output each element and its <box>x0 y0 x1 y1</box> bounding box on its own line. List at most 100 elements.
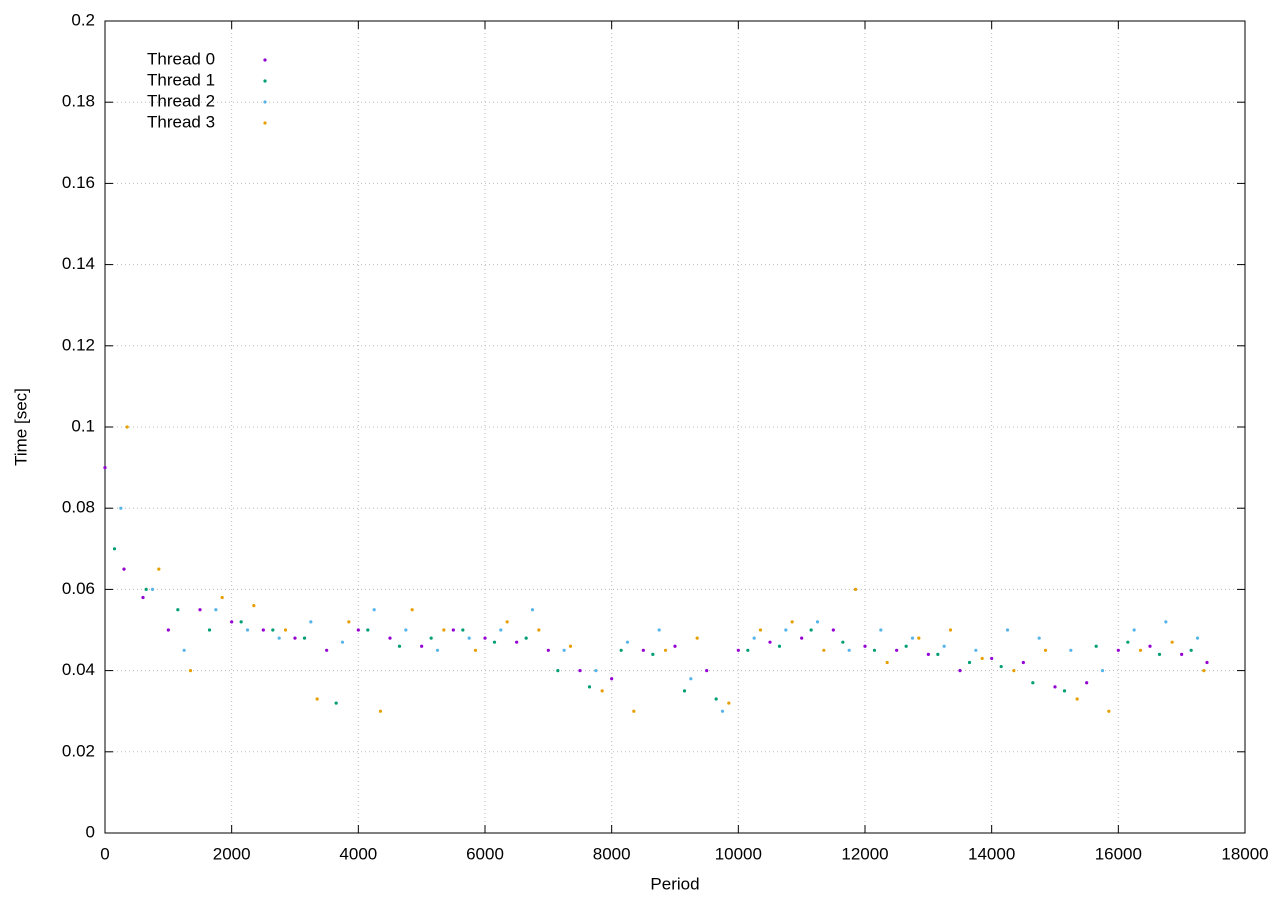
point <box>790 620 794 624</box>
point <box>442 628 446 632</box>
point <box>556 669 560 673</box>
point <box>176 608 180 612</box>
point <box>1205 660 1209 665</box>
point <box>315 697 319 701</box>
point <box>936 652 940 656</box>
point <box>1005 628 1010 632</box>
point <box>144 587 148 592</box>
point <box>673 644 677 648</box>
y-tick-label: 0.06 <box>62 579 95 598</box>
point <box>904 644 908 648</box>
x-tick-label: 6000 <box>466 844 504 863</box>
point <box>768 640 772 644</box>
point <box>347 620 351 624</box>
point <box>578 669 582 673</box>
point <box>1202 669 1206 673</box>
y-tick-label: 0.02 <box>62 741 95 760</box>
point <box>1053 685 1057 689</box>
point <box>524 636 528 640</box>
point <box>746 648 750 652</box>
point <box>562 648 566 652</box>
point <box>198 608 202 612</box>
y-tick-label: 0.08 <box>62 498 95 517</box>
x-tick-label: 0 <box>100 844 109 863</box>
y-tick-label: 0.14 <box>62 254 95 273</box>
point <box>1164 620 1168 624</box>
point <box>397 644 402 648</box>
point <box>451 628 455 632</box>
point <box>214 608 218 612</box>
point <box>293 636 297 640</box>
point <box>853 587 858 592</box>
x-tick-label: 8000 <box>593 844 631 863</box>
point <box>157 567 161 571</box>
point <box>283 628 288 632</box>
point <box>261 628 265 632</box>
legend-label: Thread 2 <box>147 91 215 110</box>
point <box>271 628 275 632</box>
point <box>809 628 813 632</box>
x-axis-label: Period <box>650 874 699 893</box>
point <box>917 636 921 640</box>
y-tick-label: 0.18 <box>62 92 95 111</box>
plot-frame <box>104 20 1246 834</box>
point <box>302 636 307 640</box>
point <box>689 677 693 681</box>
point <box>594 669 598 673</box>
point <box>119 506 123 510</box>
point <box>277 636 281 640</box>
point <box>1021 660 1025 665</box>
point <box>467 636 471 640</box>
point <box>150 587 155 592</box>
point <box>372 608 376 612</box>
point <box>910 636 915 640</box>
point <box>863 644 867 648</box>
point <box>958 669 962 673</box>
point <box>980 656 984 661</box>
x-tick-label: 10000 <box>715 844 762 863</box>
y-tick-label: 0.16 <box>62 173 95 192</box>
point <box>429 636 433 640</box>
point <box>1132 628 1136 632</box>
point <box>714 697 718 701</box>
point <box>483 636 487 640</box>
legend-marker <box>263 79 267 83</box>
legend-marker <box>263 58 267 62</box>
point <box>610 677 614 681</box>
legend-marker <box>263 121 267 125</box>
point <box>736 648 740 652</box>
point <box>410 608 414 612</box>
point <box>822 648 826 652</box>
point <box>1031 681 1035 685</box>
point <box>999 664 1003 669</box>
point <box>663 648 668 652</box>
point <box>1170 640 1174 644</box>
point <box>815 620 820 624</box>
point <box>122 567 126 571</box>
point <box>948 628 953 632</box>
point <box>1180 652 1184 656</box>
point <box>1075 697 1079 701</box>
point <box>499 628 503 632</box>
point <box>245 628 250 632</box>
point <box>879 628 883 632</box>
legend-label: Thread 0 <box>147 49 215 68</box>
y-tick-label: 0.12 <box>62 335 95 354</box>
point <box>872 648 877 652</box>
point <box>356 628 360 632</box>
point <box>230 620 234 624</box>
point <box>334 701 338 705</box>
point <box>682 689 687 693</box>
point <box>651 652 655 656</box>
point <box>239 620 243 624</box>
point <box>695 636 699 640</box>
point <box>378 709 383 713</box>
point <box>847 648 851 652</box>
point <box>657 628 661 632</box>
point <box>182 648 186 652</box>
point <box>1012 669 1016 673</box>
point <box>758 628 763 632</box>
point <box>530 608 535 612</box>
x-tick-label: 2000 <box>213 844 251 863</box>
